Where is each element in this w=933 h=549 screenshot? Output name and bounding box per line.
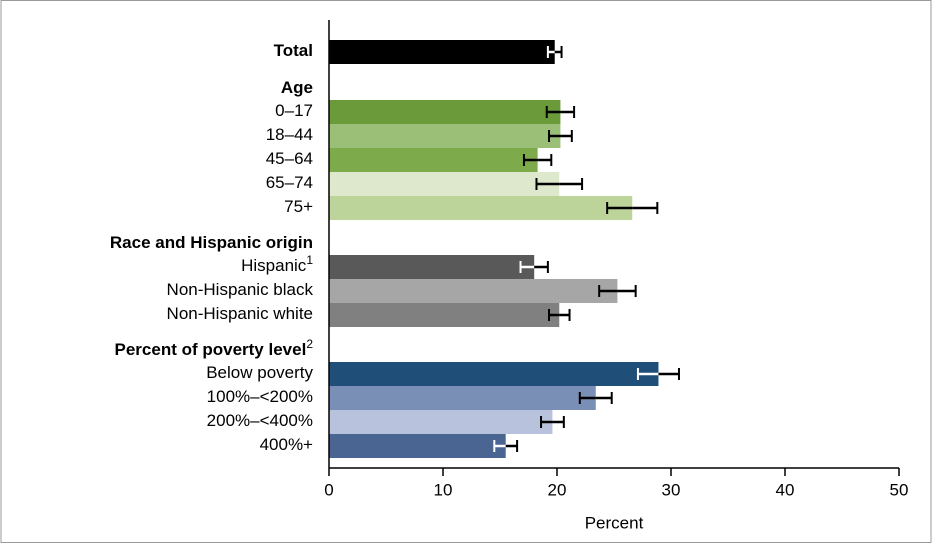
x-tick-label: 40 [776, 480, 795, 499]
category-label: 45–64 [266, 149, 313, 168]
error-bar [519, 261, 549, 273]
bar [329, 40, 555, 64]
category-text: 65–74 [266, 173, 313, 192]
category-text: 100%–<200% [207, 387, 313, 406]
x-axis-label: Percent [585, 513, 644, 532]
category-text: Non-Hispanic white [167, 304, 313, 323]
footnote-mark: 1 [306, 253, 313, 267]
category-label: Total [274, 41, 313, 60]
category-label: 200%–<400% [207, 411, 313, 430]
category-label: 18–44 [266, 125, 313, 144]
category-text: 45–64 [266, 149, 313, 168]
group-header-text: Percent of poverty level [115, 340, 307, 359]
error-bar [522, 154, 553, 166]
bar [329, 100, 561, 124]
group-header: Race and Hispanic origin [110, 233, 313, 252]
category-text: 400%+ [260, 435, 313, 454]
bar [329, 255, 535, 279]
bar [329, 362, 659, 386]
bar [329, 279, 618, 303]
category-text: 75+ [284, 197, 313, 216]
group-header-text: Age [281, 78, 313, 97]
bar [329, 303, 560, 327]
category-label: Hispanic1 [241, 253, 313, 275]
category-label: 100%–<200% [207, 387, 313, 406]
group-header: Percent of poverty level2 [115, 337, 314, 359]
bar [329, 386, 596, 410]
category-text: 200%–<400% [207, 411, 313, 430]
category-text: Hispanic [241, 256, 307, 275]
category-label: Below poverty [206, 363, 313, 382]
category-label: 400%+ [260, 435, 313, 454]
x-tick-label: 20 [548, 480, 567, 499]
category-text: Below poverty [206, 363, 313, 382]
error-bar [493, 440, 519, 452]
error-bar [548, 309, 571, 321]
error-bar [636, 368, 680, 380]
error-bar [578, 392, 613, 404]
bar [329, 172, 560, 196]
category-label: Non-Hispanic black [167, 280, 314, 299]
category-label: 65–74 [266, 173, 313, 192]
x-tick-label: 0 [324, 480, 333, 499]
x-tick-label: 30 [662, 480, 681, 499]
category-label: Non-Hispanic white [167, 304, 313, 323]
category-label: 0–17 [275, 101, 313, 120]
category-text: 18–44 [266, 125, 313, 144]
category-text: Total [274, 41, 313, 60]
x-tick-label: 50 [890, 480, 909, 499]
error-bar [606, 202, 659, 214]
error-bar [545, 106, 576, 118]
group-header: Age [281, 78, 313, 97]
bar [329, 148, 538, 172]
error-bar [546, 46, 563, 58]
bar [329, 124, 561, 148]
group-header-text: Race and Hispanic origin [110, 233, 313, 252]
error-bar [535, 178, 584, 190]
category-label: 75+ [284, 197, 313, 216]
bar [329, 434, 506, 458]
category-text: 0–17 [275, 101, 313, 120]
category-text: Non-Hispanic black [167, 280, 314, 299]
bar [329, 196, 633, 220]
error-bar [540, 416, 565, 428]
x-tick-label: 10 [434, 480, 453, 499]
error-bar [548, 130, 573, 142]
bar [329, 410, 553, 434]
footnote-mark: 2 [306, 337, 313, 351]
error-bar [598, 285, 637, 297]
